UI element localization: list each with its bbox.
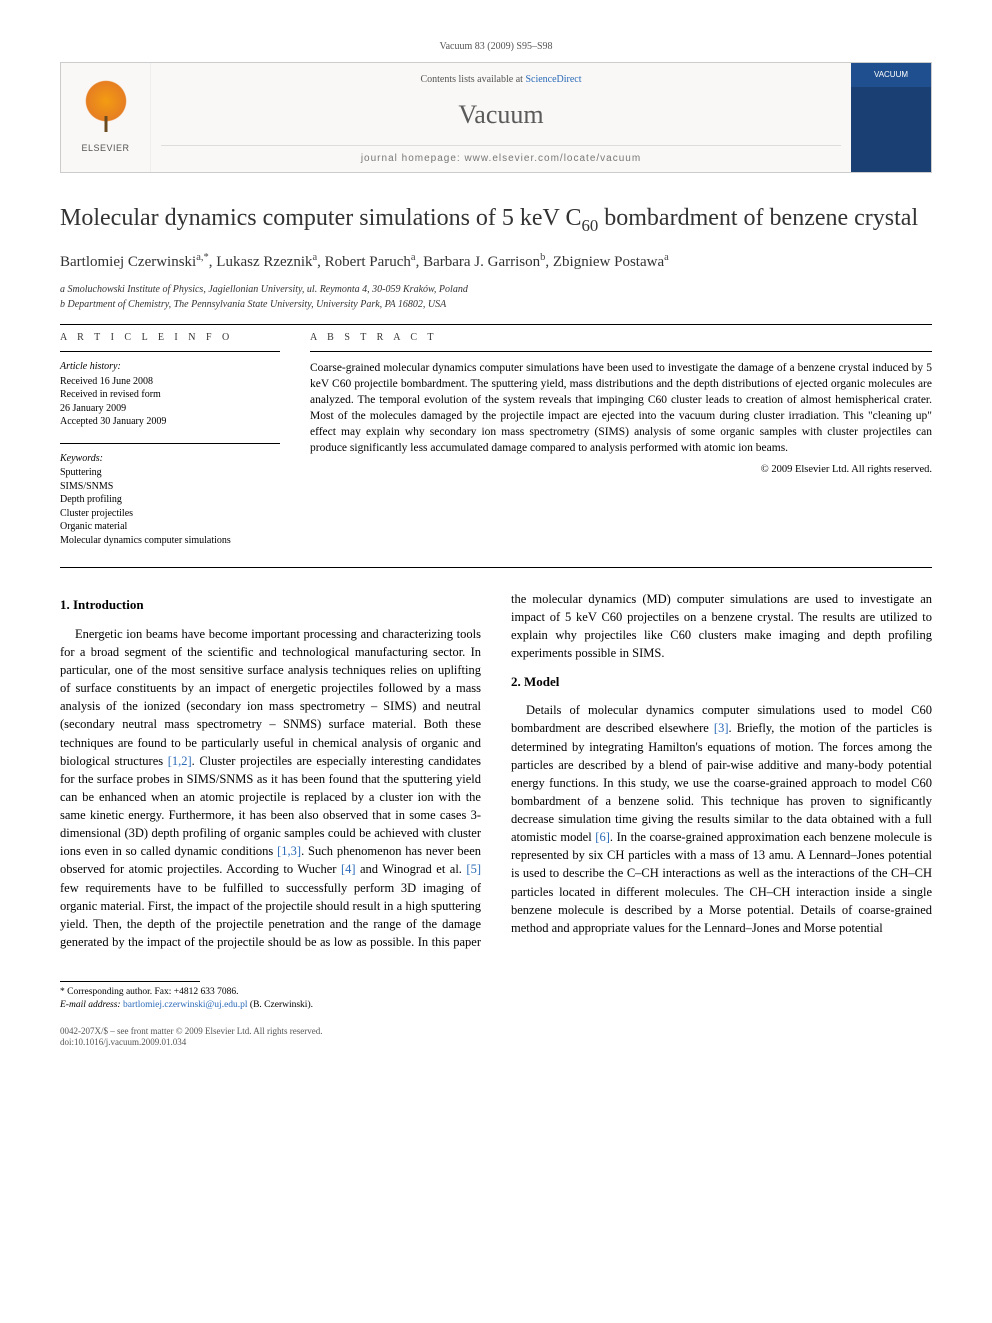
ref-6[interactable]: [6] <box>595 830 610 844</box>
ref-5[interactable]: [5] <box>466 862 481 876</box>
article-info-column: A R T I C L E I N F O Article history: R… <box>60 331 280 561</box>
journal-homepage: journal homepage: www.elsevier.com/locat… <box>161 145 841 166</box>
elsevier-wordmark: ELSEVIER <box>81 142 129 155</box>
keyword-4: Cluster projectiles <box>60 507 280 521</box>
author-5-sup: a <box>664 252 669 263</box>
title-part-b: bombardment of benzene crystal <box>598 205 918 231</box>
section-2-head: 2. Model <box>511 673 932 692</box>
email-label: E-mail address: <box>60 1000 123 1010</box>
corresponding-author: * Corresponding author. Fax: +4812 633 7… <box>60 986 932 999</box>
article-title: Molecular dynamics computer simulations … <box>60 203 932 237</box>
elsevier-logo: ELSEVIER <box>61 63 151 172</box>
article-info-label: A R T I C L E I N F O <box>60 331 280 345</box>
model-b: . Briefly, the motion of the particles i… <box>511 721 932 844</box>
keyword-1: Sputtering <box>60 466 280 480</box>
keyword-2: SIMS/SNMS <box>60 480 280 494</box>
abstract-label: A B S T R A C T <box>310 331 932 345</box>
rule-bottom <box>60 567 932 568</box>
history-head: Article history: <box>60 360 280 374</box>
author-5: , Zbigniew Postawa <box>545 254 664 270</box>
rule-top <box>60 324 932 325</box>
footnote-separator <box>60 981 200 982</box>
journal-banner: ELSEVIER Contents lists available at Sci… <box>60 62 932 173</box>
front-matter-line: 0042-207X/$ – see front matter © 2009 El… <box>60 1026 932 1038</box>
abstract-text: Coarse-grained molecular dynamics comput… <box>310 360 932 457</box>
author-1-sup: a,* <box>196 252 209 263</box>
journal-title: Vacuum <box>161 97 841 133</box>
author-3: , Robert Paruch <box>317 254 411 270</box>
author-4: , Barbara J. Garrison <box>416 254 541 270</box>
history-revised-1: Received in revised form <box>60 388 280 402</box>
model-paragraph: Details of molecular dynamics computer s… <box>511 701 932 937</box>
email-line: E-mail address: bartlomiej.czerwinski@uj… <box>60 999 932 1012</box>
author-list: Bartlomiej Czerwinskia,*, Lukasz Rzeznik… <box>60 251 932 273</box>
contents-available: Contents lists available at ScienceDirec… <box>161 73 841 87</box>
title-subscript: 60 <box>581 216 598 235</box>
running-head: Vacuum 83 (2009) S95–S98 <box>60 40 932 54</box>
email-link[interactable]: bartlomiej.czerwinski@uj.edu.pl <box>123 1000 248 1010</box>
abstract-rule <box>310 351 932 352</box>
affiliations: a Smoluchowski Institute of Physics, Jag… <box>60 283 932 312</box>
article-history: Article history: Received 16 June 2008 R… <box>60 360 280 429</box>
keyword-5: Organic material <box>60 520 280 534</box>
info-rule-2 <box>60 443 280 444</box>
email-tail: (B. Czerwinski). <box>248 1000 313 1010</box>
history-revised-2: 26 January 2009 <box>60 402 280 416</box>
contents-prefix: Contents lists available at <box>420 74 525 85</box>
banner-center: Contents lists available at ScienceDirec… <box>151 63 851 172</box>
intro-a: Energetic ion beams have become importan… <box>60 627 481 768</box>
ref-3[interactable]: [3] <box>714 721 729 735</box>
keyword-3: Depth profiling <box>60 493 280 507</box>
affiliation-b: b Department of Chemistry, The Pennsylva… <box>60 298 932 312</box>
doi-line: doi:10.1016/j.vacuum.2009.01.034 <box>60 1037 932 1049</box>
history-received: Received 16 June 2008 <box>60 375 280 389</box>
elsevier-tree-icon <box>76 80 136 140</box>
sciencedirect-link[interactable]: ScienceDirect <box>525 74 581 85</box>
bottom-meta: 0042-207X/$ – see front matter © 2009 El… <box>60 1026 932 1049</box>
author-2: , Lukasz Rzeznik <box>209 254 313 270</box>
affiliation-a: a Smoluchowski Institute of Physics, Jag… <box>60 283 932 297</box>
model-c: . In the coarse-grained approximation ea… <box>511 830 932 935</box>
journal-cover-thumb: VACUUM <box>851 63 931 172</box>
abstract-copyright: © 2009 Elsevier Ltd. All rights reserved… <box>310 463 932 478</box>
info-abstract-row: A R T I C L E I N F O Article history: R… <box>60 331 932 561</box>
ref-1-3[interactable]: [1,3] <box>277 844 301 858</box>
keyword-6: Molecular dynamics computer simulations <box>60 534 280 548</box>
section-1-head: 1. Introduction <box>60 596 481 615</box>
keywords-block: Keywords: Sputtering SIMS/SNMS Depth pro… <box>60 452 280 548</box>
body-columns: 1. Introduction Energetic ion beams have… <box>60 590 932 951</box>
keywords-head: Keywords: <box>60 452 280 466</box>
history-accepted: Accepted 30 January 2009 <box>60 415 280 429</box>
ref-4[interactable]: [4] <box>341 862 356 876</box>
ref-1-2[interactable]: [1,2] <box>168 754 192 768</box>
author-1: Bartlomiej Czerwinski <box>60 254 196 270</box>
title-part-a: Molecular dynamics computer simulations … <box>60 205 581 231</box>
info-rule-1 <box>60 351 280 352</box>
intro-d: and Winograd et al. <box>356 862 467 876</box>
footnotes: * Corresponding author. Fax: +4812 633 7… <box>60 986 932 1012</box>
intro-b: . Cluster projectiles are especially int… <box>60 754 481 859</box>
abstract-column: A B S T R A C T Coarse-grained molecular… <box>310 331 932 561</box>
